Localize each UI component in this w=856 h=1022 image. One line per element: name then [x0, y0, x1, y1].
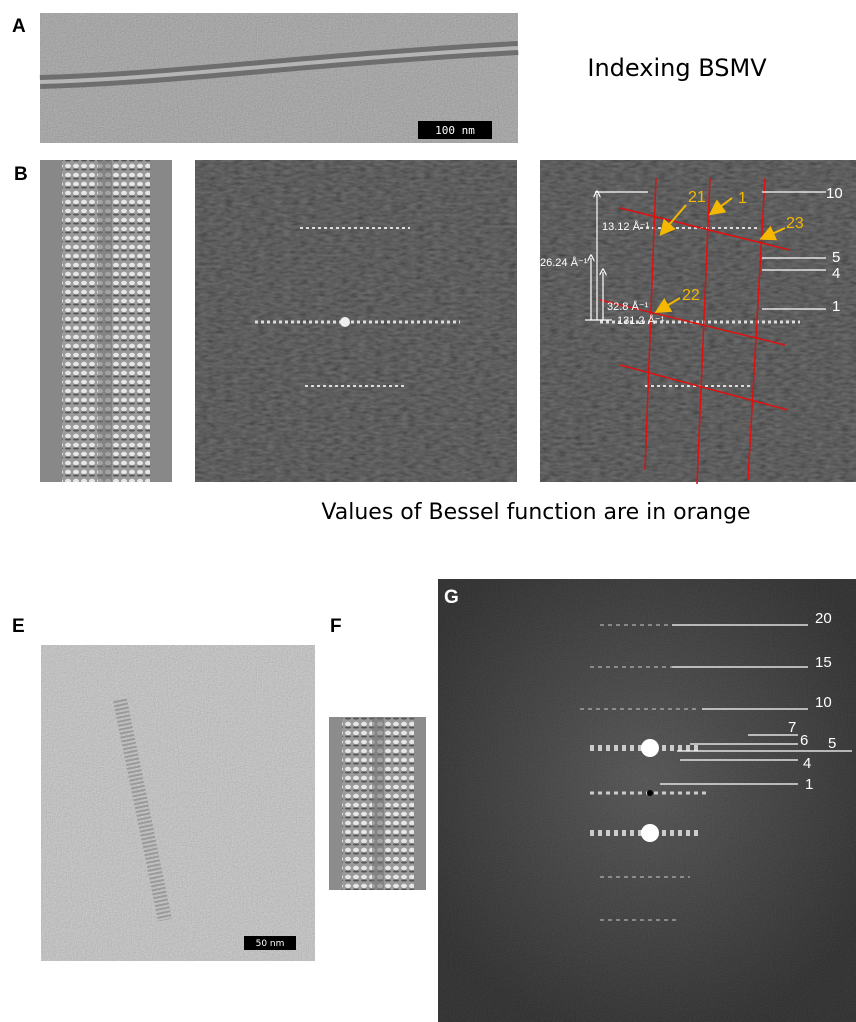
- layer-line-label: 4: [832, 265, 840, 282]
- bessel-label: 23: [786, 215, 804, 232]
- spacing-label: 32.8 Å⁻¹: [607, 300, 649, 313]
- lumen: [98, 160, 112, 482]
- filament: [113, 698, 172, 922]
- panel-label: F: [330, 616, 342, 637]
- layer-line-label: 20: [815, 610, 832, 627]
- panel-label: B: [14, 164, 28, 185]
- layer-markers: [585, 192, 826, 321]
- layer-line-label: 10: [826, 185, 843, 202]
- panel-label: E: [12, 616, 25, 637]
- layer-line-label: 5: [828, 735, 836, 752]
- layer-line-label: 7: [788, 719, 796, 736]
- bessel-label: 21: [688, 189, 706, 206]
- shape: [708, 197, 733, 216]
- noise: [41, 645, 315, 961]
- layer-line-label: 15: [815, 654, 832, 671]
- layer-line-label: 4: [803, 755, 811, 772]
- layer-line-label: 1: [805, 776, 813, 793]
- spacing-label: 131.2 Å⁻¹: [617, 314, 665, 327]
- shape: [759, 225, 786, 241]
- noise: [195, 160, 517, 482]
- filament: [39, 46, 519, 84]
- shape: [619, 364, 789, 411]
- layer-markers: [660, 624, 852, 785]
- spot: [641, 739, 659, 757]
- scale-bar: [418, 121, 492, 139]
- index-grid: [599, 177, 791, 485]
- bessel-arrows: [654, 197, 786, 314]
- layer-line-label: 5: [832, 249, 840, 266]
- shape: [659, 204, 687, 237]
- spot: [641, 824, 659, 842]
- scale-bar-label: 100 nm: [435, 124, 475, 137]
- layer-lines: [255, 227, 460, 387]
- noise: [438, 579, 856, 1022]
- spot: [340, 317, 350, 327]
- spacing-label: 13.12 Å⁻¹: [602, 220, 650, 233]
- spacing-label: 26.24 Å⁻¹: [540, 256, 588, 269]
- title: Indexing BSMV: [587, 54, 767, 82]
- shape: [654, 297, 681, 314]
- layer-line-label: 6: [800, 732, 808, 749]
- bessel-label: 22: [682, 287, 700, 304]
- panel-label: A: [12, 16, 26, 37]
- spot: [647, 790, 653, 796]
- panel-label: G: [444, 587, 459, 608]
- lumen: [372, 717, 384, 890]
- caption: Values of Bessel function are in orange: [321, 500, 750, 525]
- shape: [644, 177, 657, 471]
- scale-bar: [244, 936, 296, 950]
- shape: [619, 207, 791, 251]
- layer-line-label: 10: [815, 694, 832, 711]
- shape: [599, 299, 786, 346]
- layer-line-label: 1: [832, 298, 840, 315]
- scale-bar-label: 50 nm: [256, 939, 285, 949]
- bessel-label: 1: [738, 190, 747, 207]
